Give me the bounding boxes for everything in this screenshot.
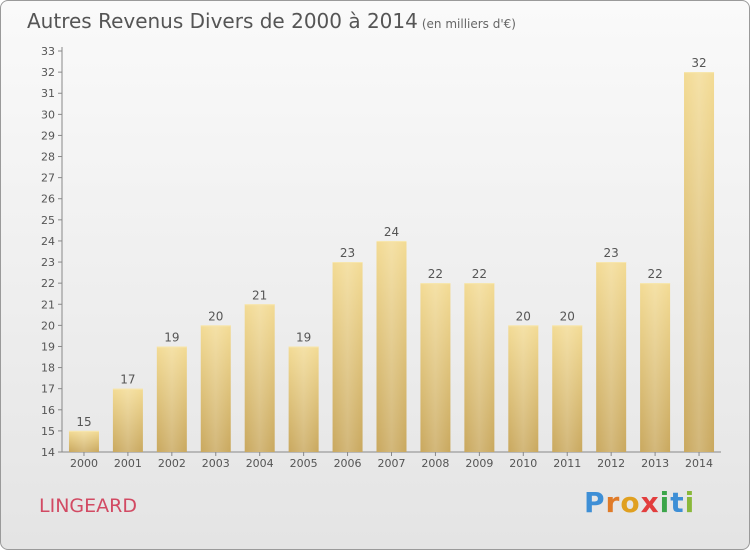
bar-value-label: 20 — [516, 309, 531, 323]
chart-title: Autres Revenus Divers de 2000 à 2014 (en … — [27, 9, 516, 33]
x-tick-label: 2008 — [421, 457, 449, 470]
x-tick-label: 2010 — [509, 457, 537, 470]
bar-value-label: 22 — [472, 267, 487, 281]
x-tick-label: 2007 — [378, 457, 406, 470]
bar-highlight — [552, 325, 583, 452]
y-tick-label: 26 — [41, 193, 55, 206]
y-tick-label: 32 — [41, 66, 55, 79]
bar-value-label: 22 — [428, 267, 443, 281]
y-tick-label: 20 — [41, 319, 55, 332]
y-tick-label: 21 — [41, 298, 55, 311]
bar-highlight — [200, 325, 231, 452]
y-tick-label: 19 — [41, 340, 55, 353]
bar-highlight — [332, 262, 363, 452]
bar-value-label: 19 — [164, 330, 179, 344]
bar-highlight — [508, 325, 539, 452]
bar-highlight — [112, 388, 143, 452]
y-tick-label: 23 — [41, 256, 55, 269]
y-tick-label: 17 — [41, 383, 55, 396]
bar-highlight — [244, 304, 275, 452]
x-tick-label: 2000 — [70, 457, 98, 470]
y-tick-label: 25 — [41, 214, 55, 227]
x-tick-label: 2004 — [246, 457, 274, 470]
chart-title-text: Autres Revenus Divers de 2000 à 2014 — [27, 9, 418, 33]
x-tick-label: 2014 — [685, 457, 713, 470]
y-tick-label: 31 — [41, 87, 55, 100]
bar-value-label: 21 — [252, 288, 267, 302]
logo-letter-p: P — [584, 486, 606, 519]
logo-letter-i: i — [659, 486, 671, 519]
bar-highlight — [684, 72, 715, 453]
bar-highlight — [420, 283, 451, 452]
bar-highlight — [464, 283, 495, 452]
y-axis: 14 15 16 17 18 19 20 21 22 23 24 25 26 27 28 29 30 31 32 33 — [41, 45, 63, 459]
logo-letter-t: t — [670, 486, 685, 519]
y-tick-label: 16 — [41, 404, 55, 417]
x-tick-label: 2002 — [158, 457, 186, 470]
y-tick-label: 14 — [41, 446, 55, 459]
logo-letter-r: r — [605, 486, 621, 519]
bar-highlight — [640, 283, 671, 452]
y-tick-label: 15 — [41, 425, 55, 438]
y-tick-label: 22 — [41, 277, 55, 290]
y-tick-label: 28 — [41, 151, 55, 164]
y-tick-label: 33 — [41, 45, 55, 58]
proxiti-logo: Proxiti — [584, 486, 695, 519]
x-tick-label: 2005 — [290, 457, 318, 470]
y-tick-label: 27 — [41, 172, 55, 185]
bar-highlight — [156, 346, 187, 452]
x-tick-label: 2006 — [334, 457, 362, 470]
bars: 15 17 19 20 21 19 23 24 22 22 20 20 23 22 32 — [68, 56, 715, 453]
bar-highlight — [288, 346, 319, 452]
x-tick-label: 2011 — [553, 457, 581, 470]
x-tick-label: 2012 — [597, 457, 625, 470]
commune-name: LINGEARD — [39, 495, 137, 517]
y-tick-label: 29 — [41, 129, 55, 142]
bar-value-label: 23 — [340, 246, 355, 260]
logo-letter-o: o — [620, 486, 641, 519]
logo-letter-i2: i — [684, 486, 696, 519]
chart-subtitle: (en milliers d'€) — [421, 17, 516, 31]
x-axis: 2000 2001 2002 2003 2004 2005 2006 2007 2008 2009… — [62, 451, 721, 470]
bar-value-label: 24 — [384, 225, 399, 239]
x-tick-label: 2001 — [114, 457, 142, 470]
bar-value-label: 15 — [76, 415, 91, 429]
x-tick-label: 2013 — [641, 457, 669, 470]
bar-value-label: 19 — [296, 330, 311, 344]
bar-value-label: 22 — [647, 267, 662, 281]
x-tick-label: 2003 — [202, 457, 230, 470]
logo-letter-x: x — [640, 486, 660, 519]
y-tick-label: 18 — [41, 362, 55, 375]
bar-value-label: 32 — [691, 56, 706, 70]
bar-value-label: 20 — [560, 309, 575, 323]
bar-highlight — [376, 240, 407, 452]
y-tick-label: 24 — [41, 235, 55, 248]
y-tick-label: 30 — [41, 108, 55, 121]
bar-highlight — [68, 430, 99, 452]
bar-value-label: 17 — [120, 373, 135, 387]
bar-value-label: 20 — [208, 309, 223, 323]
bar-highlight — [596, 262, 627, 452]
bar-value-label: 23 — [604, 246, 619, 260]
x-tick-label: 2009 — [465, 457, 493, 470]
